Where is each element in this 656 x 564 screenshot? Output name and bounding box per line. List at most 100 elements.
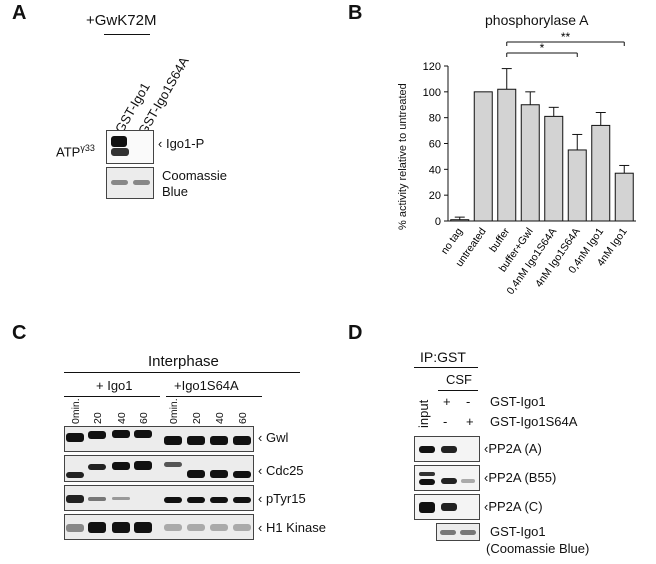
- panel-a-header: +GwK72M: [86, 12, 157, 29]
- panel-c-group-line-2: [166, 396, 262, 397]
- panel-d-label-coomassie-blue: (Coomassie Blue): [486, 541, 590, 556]
- y-tick-label: 20: [429, 190, 441, 202]
- bar-6: [591, 124, 611, 222]
- panel-d-label-gst-igo1: GST-Igo1: [490, 524, 546, 539]
- bar-4: [544, 115, 564, 222]
- band: [164, 436, 182, 445]
- panel-d-blot-gst-igo1: [436, 523, 480, 541]
- band: [440, 530, 456, 535]
- panel-a-letter: A: [12, 2, 27, 24]
- band: [419, 502, 435, 513]
- band: [187, 524, 205, 531]
- atp-label: ATP: [56, 144, 81, 160]
- band: [112, 497, 130, 500]
- bar-1: [473, 91, 493, 222]
- label-text: PP2A (C): [488, 499, 543, 514]
- y-tick-label: 0: [435, 216, 441, 228]
- panel-c-group-igo1: + Igo1: [96, 378, 133, 393]
- bar-7: [614, 172, 634, 222]
- band: [134, 430, 152, 438]
- panel-c-timepoint-1: 20: [92, 412, 104, 424]
- band: [66, 472, 84, 478]
- band: [111, 136, 127, 147]
- panel-a-side-label: ATPγ33: [56, 143, 95, 159]
- band: [233, 471, 251, 478]
- band: [133, 180, 150, 185]
- band: [66, 524, 84, 532]
- panel-c-label-ptyr15: ‹ pTyr15: [258, 491, 306, 506]
- label-text: pTyr15: [265, 491, 306, 506]
- panel-b-letter: B: [348, 2, 363, 24]
- panel-c-blot-cdc25: [64, 455, 254, 482]
- panel-c-timepoint-7: 60: [237, 412, 249, 424]
- band: [441, 503, 457, 511]
- panel-c-blot-gwl: [64, 426, 254, 452]
- label-text: H1 Kinase: [265, 520, 326, 535]
- panel-c-timepoint-0: 0min.: [70, 398, 82, 424]
- y-tick-label: 120: [423, 61, 441, 73]
- panel-c-blot-ptyr15: [64, 485, 254, 511]
- panel-c-timepoint-2: 40: [116, 412, 128, 424]
- panel-c-timepoint-5: 20: [191, 412, 203, 424]
- panel-a-label-igo1p: ‹ Igo1-P: [158, 136, 205, 151]
- panel-a-label-blue: Blue: [162, 184, 189, 199]
- band: [210, 470, 228, 478]
- band: [187, 436, 205, 445]
- band: [66, 495, 84, 503]
- panel-c-label-cdc25: ‹ Cdc25: [258, 463, 304, 478]
- band: [419, 472, 435, 476]
- y-tick-label: 80: [429, 113, 441, 125]
- band: [164, 462, 182, 467]
- label-text: PP2A (B55): [488, 470, 557, 485]
- band: [419, 479, 435, 485]
- bar-0: [450, 219, 470, 222]
- panel-c-timepoint-6: 40: [214, 412, 226, 424]
- panel-c-group-igo1s64a: +Igo1S64A: [174, 378, 239, 393]
- label-text: Gwl: [265, 430, 289, 445]
- band: [233, 524, 251, 531]
- band: [210, 524, 228, 531]
- significance-label-0: *: [540, 41, 545, 55]
- panel-d-row-1-label: GST-Igo1: [490, 394, 546, 409]
- panel-c-timepoint-4: 0min.: [168, 398, 180, 424]
- band: [111, 148, 129, 156]
- significance-label-1: **: [561, 30, 571, 44]
- band: [210, 436, 228, 445]
- bar-3: [520, 104, 540, 222]
- band: [233, 497, 251, 503]
- panel-d-blot-pp2a-a: [414, 436, 480, 462]
- bar-2: [497, 88, 517, 222]
- panel-a-header-line: [104, 34, 150, 35]
- panel-c-group-line-1: [64, 396, 160, 397]
- bar-5: [567, 149, 587, 222]
- chart-title: phosphorylase A: [485, 12, 589, 28]
- band: [112, 462, 130, 470]
- panel-d-mark-1-2: -: [466, 394, 471, 409]
- band: [112, 522, 130, 533]
- y-tick-label: 40: [429, 164, 441, 176]
- band: [134, 522, 152, 533]
- band: [419, 446, 435, 453]
- panel-c-timepoint-3: 60: [138, 412, 150, 424]
- panel-a-label-coomassie: Coomassie: [162, 168, 228, 183]
- panel-d-blot-pp2a-b55: [414, 465, 480, 491]
- panel-c-blot-h1-kinase: [64, 514, 254, 540]
- panel-a-blot-autorad: [106, 130, 154, 164]
- band: [88, 522, 106, 533]
- y-tick-label: 60: [429, 139, 441, 151]
- panel-d-title: IP:GST: [420, 349, 466, 365]
- band: [461, 479, 475, 483]
- band: [88, 497, 106, 501]
- panel-c-label-h1kinase: ‹ H1 Kinase: [258, 520, 326, 535]
- band: [112, 430, 130, 438]
- panel-d-row-2-label: GST-Igo1S64A: [490, 414, 578, 429]
- panel-d-label-pp2a-c: ‹PP2A (C): [484, 499, 543, 514]
- band: [187, 470, 205, 478]
- band: [88, 464, 106, 470]
- y-tick-label: 100: [423, 87, 441, 99]
- panel-d-mark-1-1: +: [443, 394, 451, 409]
- panel-d-title-line: [414, 367, 478, 368]
- atp-superscript: γ33: [80, 143, 95, 153]
- panel-a-blot-coomassie: [106, 167, 154, 199]
